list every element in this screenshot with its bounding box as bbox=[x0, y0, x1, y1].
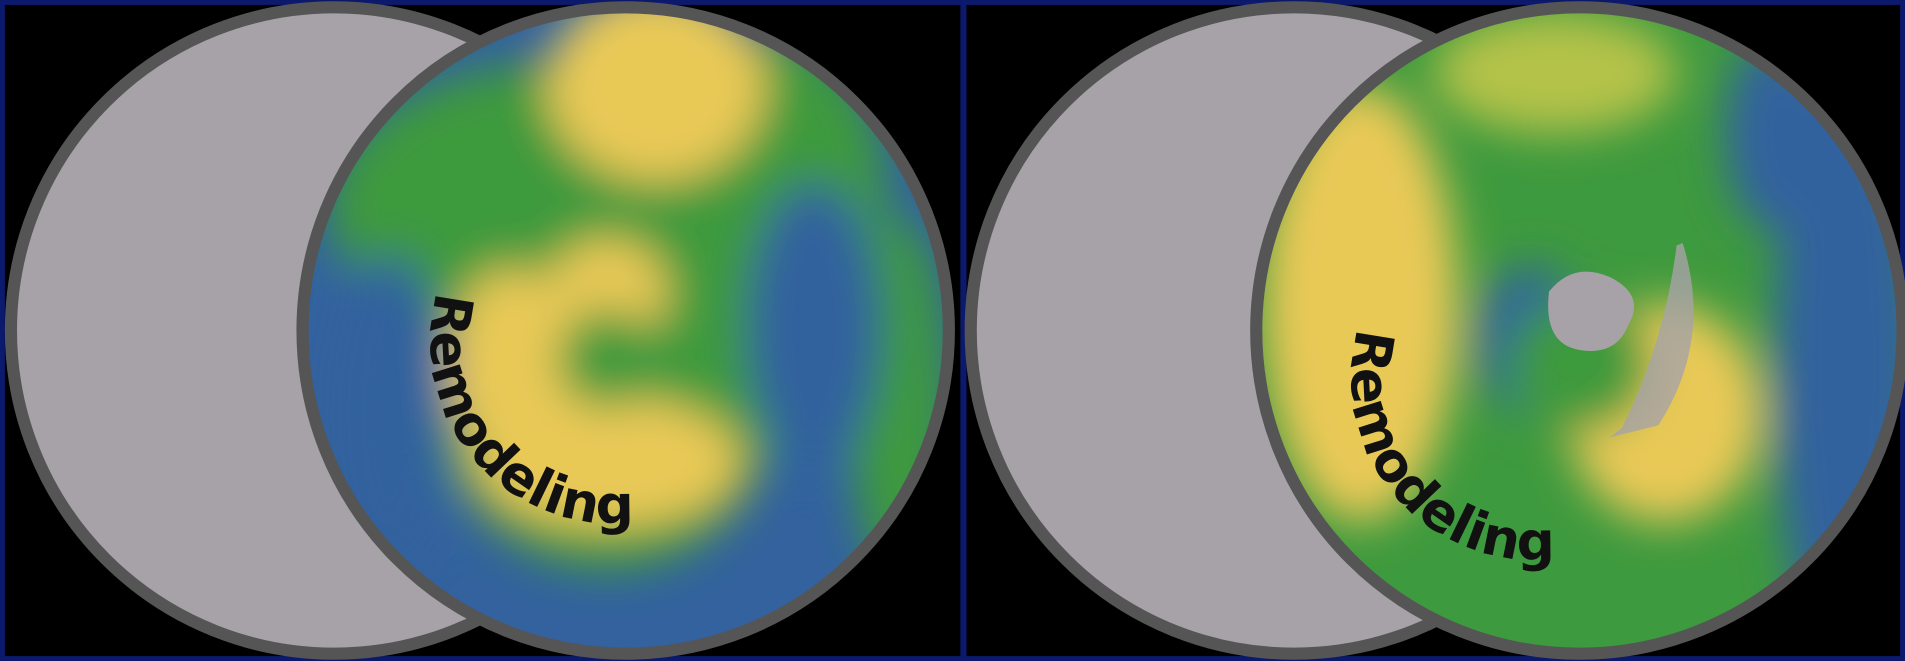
panel: Remodeling bbox=[964, 1, 1905, 660]
color-map bbox=[304, 9, 947, 652]
map-outline bbox=[296, 1, 955, 660]
panel: Remodeling bbox=[4, 1, 955, 660]
map-outline bbox=[1250, 1, 1905, 660]
